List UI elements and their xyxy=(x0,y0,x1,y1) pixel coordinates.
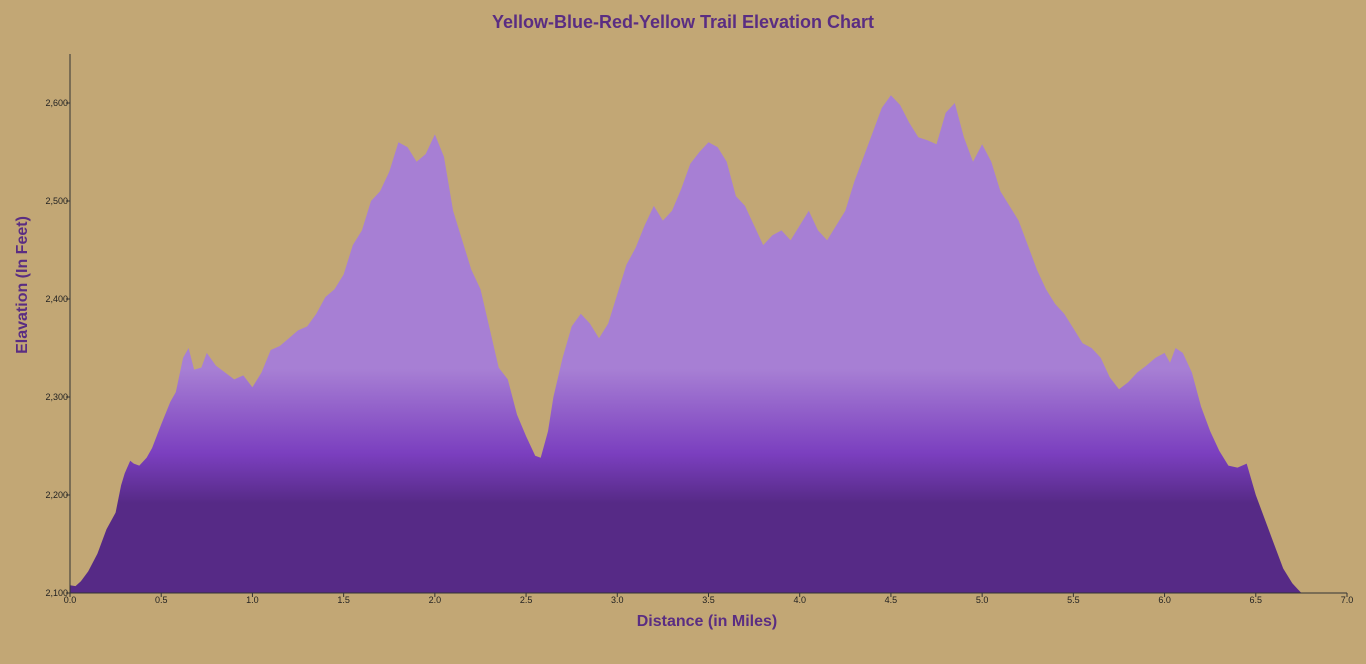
y-tick-label: 2,300 xyxy=(45,392,68,402)
x-tick-label: 1.0 xyxy=(246,595,259,605)
y-axis-label: Elavation (In Feet) xyxy=(14,216,31,354)
x-tick-label: 6.5 xyxy=(1250,595,1263,605)
x-tick-label: 2.5 xyxy=(520,595,533,605)
x-tick-label: 3.5 xyxy=(702,595,715,605)
x-tick-label: 4.0 xyxy=(793,595,806,605)
x-tick-label: 4.5 xyxy=(885,595,898,605)
x-tick-label: 0.5 xyxy=(155,595,168,605)
y-tick-label: 2,100 xyxy=(45,588,68,598)
y-tick-label: 2,200 xyxy=(45,490,68,500)
x-axis-ticks: 0.0 0.5 1.0 1.5 2.0 2.5 3.0 3.5 4.0 4.5 5.0 5.5 6.0 6… xyxy=(64,593,1354,605)
y-tick-label: 2,400 xyxy=(45,294,68,304)
x-tick-label: 5.5 xyxy=(1067,595,1080,605)
x-tick-label: 5.0 xyxy=(976,595,989,605)
y-tick-label: 2,600 xyxy=(45,98,68,108)
y-axis-ticks: 2,100 2,200 2,300 2,400 2,500 2,600 xyxy=(45,98,70,598)
x-tick-label: 3.0 xyxy=(611,595,624,605)
x-tick-label: 7.0 xyxy=(1341,595,1354,605)
x-tick-label: 1.5 xyxy=(337,595,350,605)
x-axis-label: Distance (in Miles) xyxy=(637,613,777,630)
y-tick-label: 2,500 xyxy=(45,196,68,206)
x-tick-label: 6.0 xyxy=(1158,595,1171,605)
x-tick-label: 2.0 xyxy=(429,595,442,605)
x-tick-label: 0.0 xyxy=(64,595,77,605)
chart-title: Yellow-Blue-Red-Yellow Trail Elevation C… xyxy=(492,12,874,32)
elevation-area xyxy=(70,95,1302,593)
